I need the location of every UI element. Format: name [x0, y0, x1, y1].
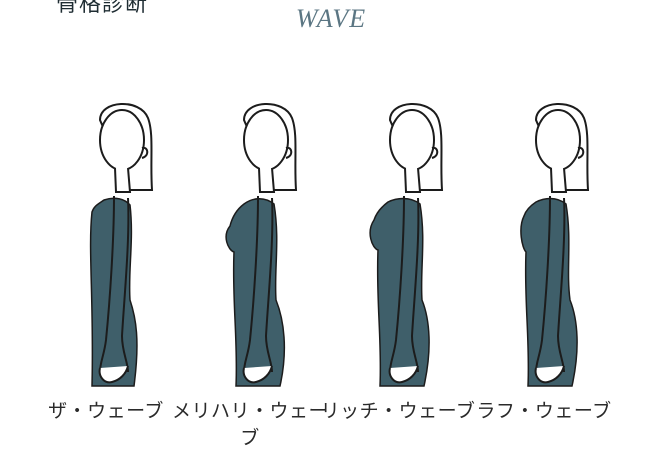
- woman-silhouette-illustration: [89, 103, 154, 387]
- header-cut-text: 骨格診断: [56, 0, 149, 17]
- figure-row: [0, 100, 662, 400]
- label-rough-wave: ラフ・ウェーブ: [476, 400, 612, 422]
- label-merihari-wave: メリハリ・ウェーブ: [171, 400, 328, 449]
- page-title: WAVE: [295, 4, 367, 33]
- woman-silhouette-illustration: [369, 103, 444, 387]
- label-the-wave: ザ・ウェーブ: [48, 400, 164, 422]
- woman-silhouette-illustration: [520, 103, 590, 387]
- woman-silhouette-illustration: [225, 103, 298, 387]
- figure-the-wave: [70, 100, 190, 400]
- label-rich-wave: リッチ・ウェーブ: [320, 400, 476, 422]
- figure-merihari-wave: [214, 100, 334, 400]
- figure-rough-wave: [506, 100, 626, 400]
- figure-rich-wave: [360, 100, 480, 400]
